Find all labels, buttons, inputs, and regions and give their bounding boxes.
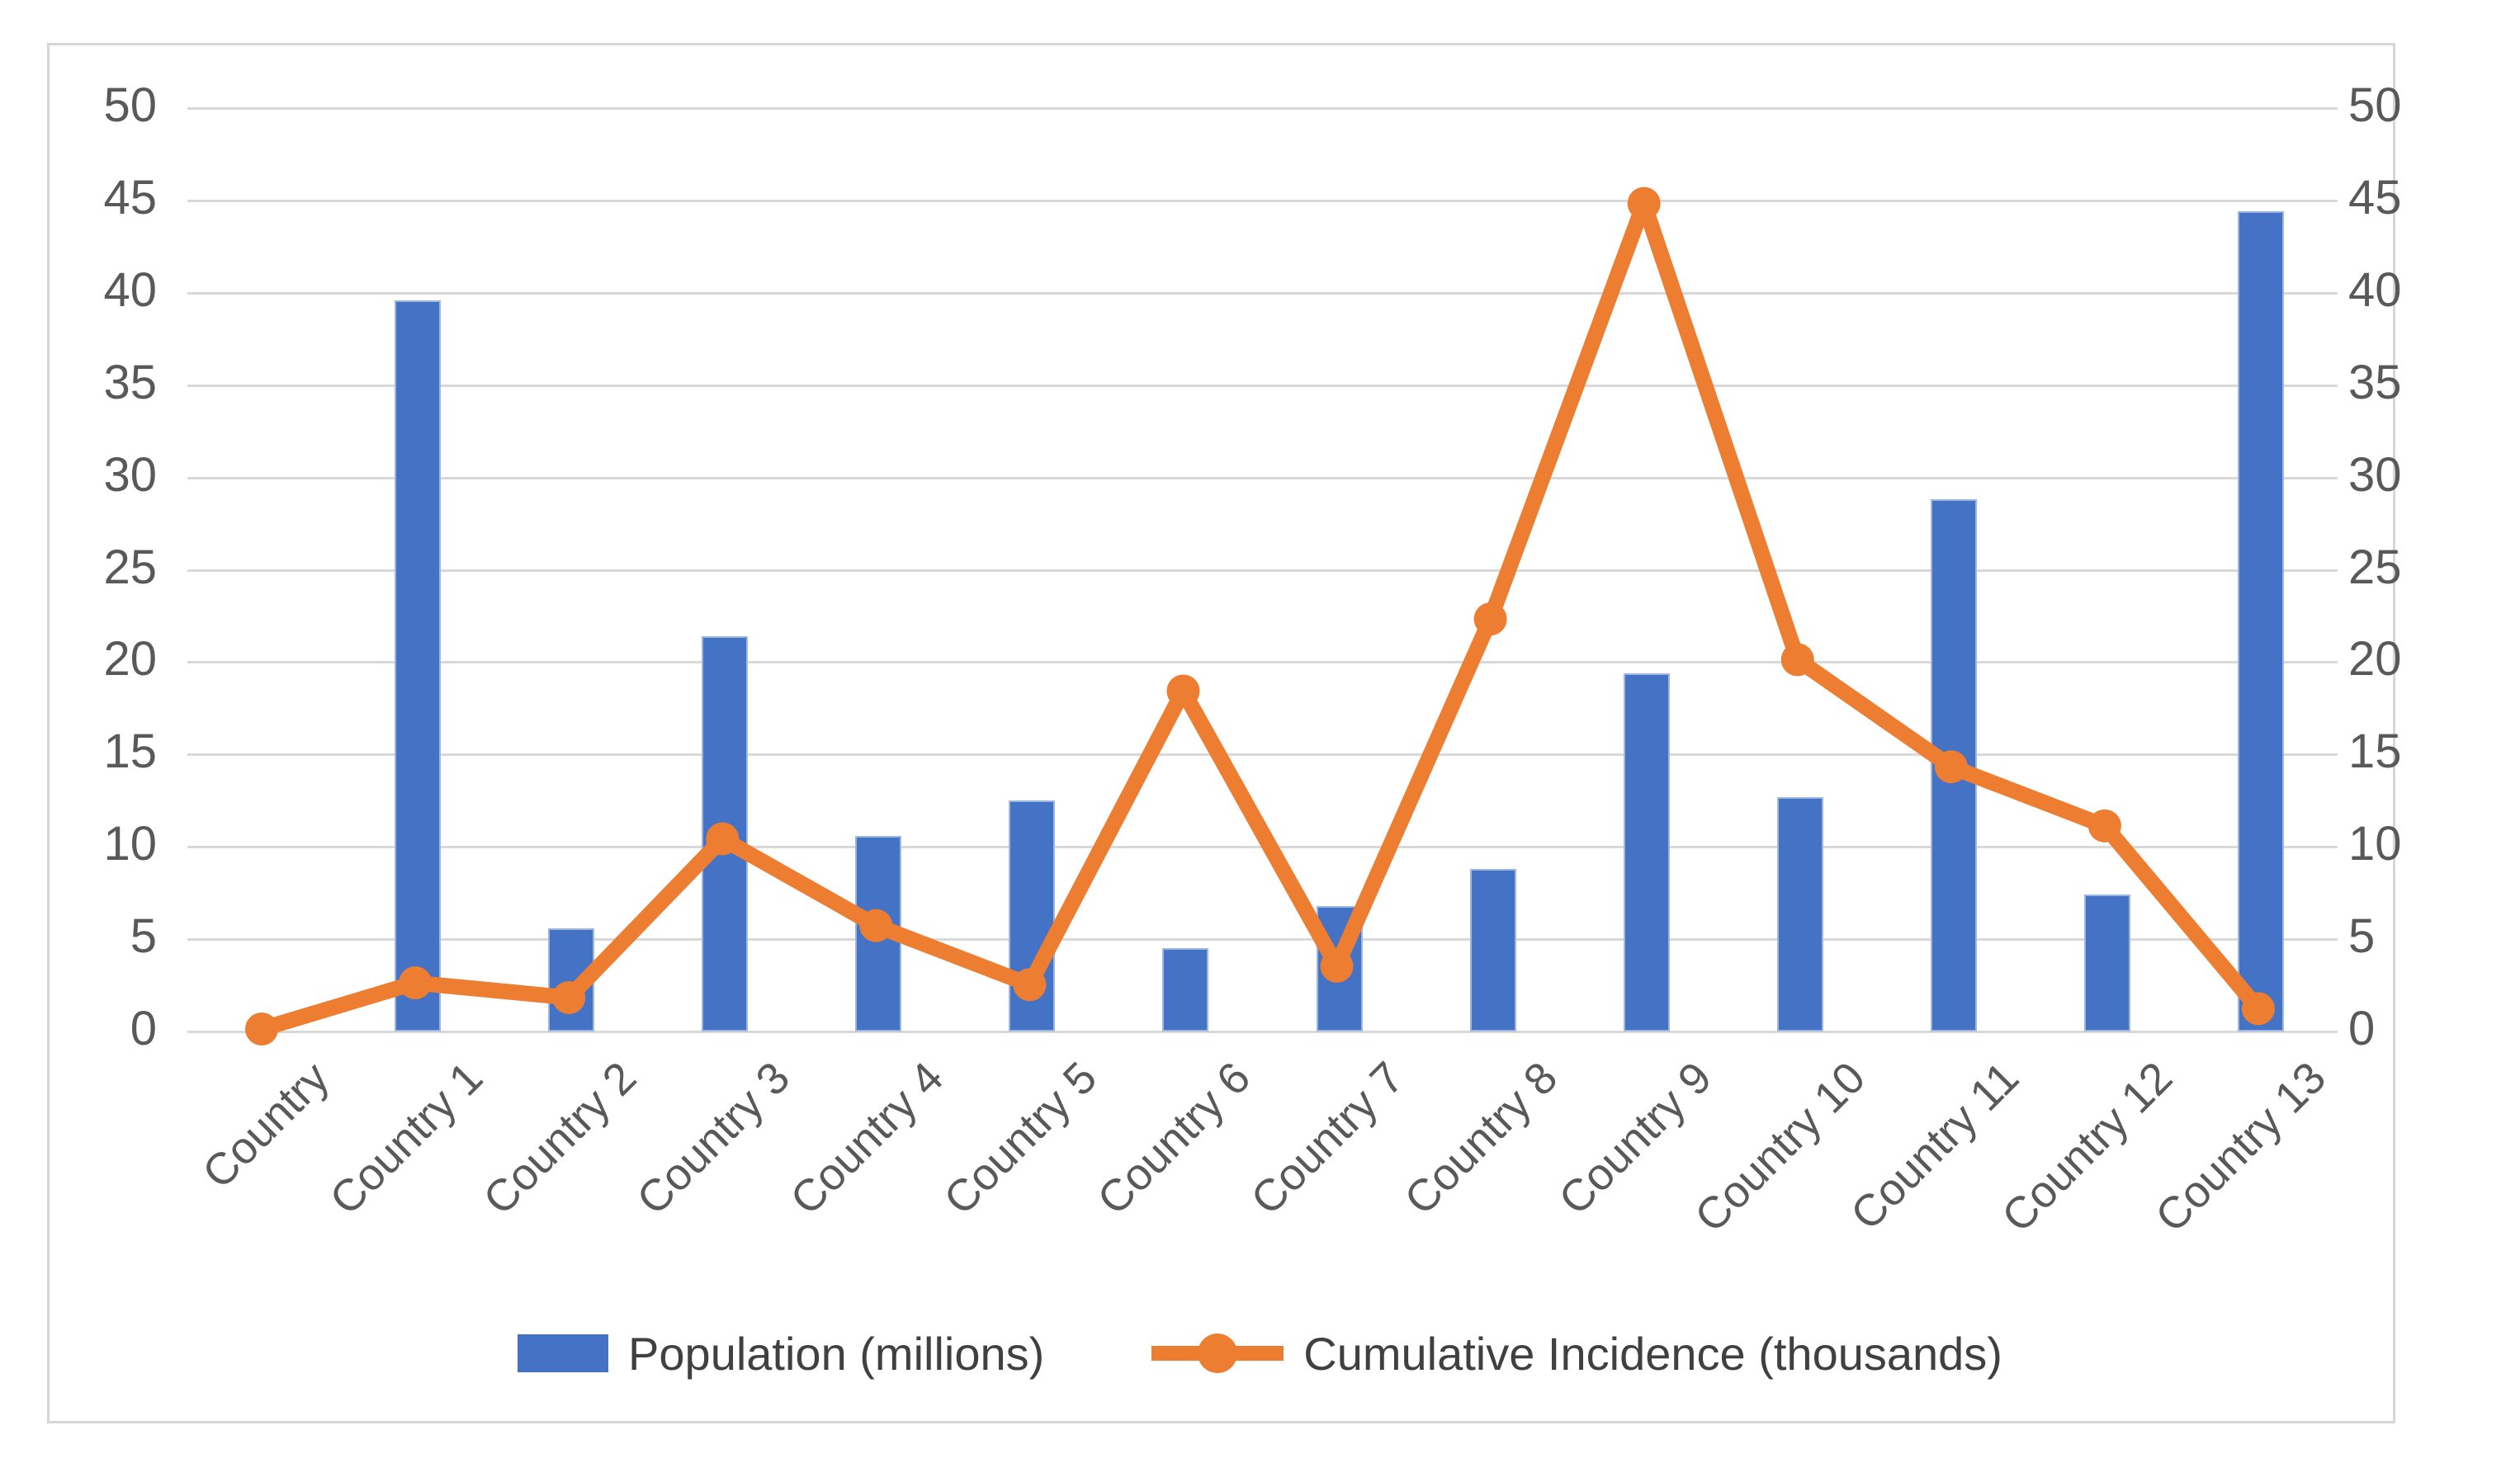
y-axis-right-tick: 25 bbox=[2348, 540, 2402, 594]
gridline bbox=[187, 107, 2338, 110]
y-axis-left-tick: 20 bbox=[103, 632, 157, 687]
legend-label-population: Population (millions) bbox=[628, 1327, 1045, 1380]
y-axis-right-tick: 30 bbox=[2348, 447, 2402, 502]
y-axis-left-tick: 40 bbox=[103, 262, 157, 317]
bar-country-1 bbox=[395, 300, 442, 1031]
bar-country-6 bbox=[1162, 948, 1209, 1031]
y-axis-left-tick: 30 bbox=[103, 447, 157, 502]
gridline bbox=[187, 384, 2338, 387]
y-axis-right-tick: 35 bbox=[2348, 355, 2402, 409]
line-point-country-13 bbox=[2241, 992, 2275, 1026]
cumulative-incidence-line bbox=[253, 196, 2267, 1037]
bar-country-10 bbox=[1776, 796, 1823, 1031]
line-point-country-1 bbox=[399, 966, 433, 1000]
line-point-country-2 bbox=[552, 980, 586, 1014]
legend: Population (millions) Cumulative Inciden… bbox=[0, 1320, 2520, 1386]
y-axis-right-tick: 50 bbox=[2348, 78, 2402, 132]
bar-country-12 bbox=[2083, 894, 2130, 1031]
line-point-country-9 bbox=[1627, 186, 1661, 220]
y-axis-left-tick: 10 bbox=[103, 817, 157, 871]
line-point-country-3 bbox=[706, 822, 740, 856]
line-point-country-8 bbox=[1473, 602, 1507, 636]
line-point-country-7 bbox=[1320, 949, 1354, 983]
line-point-country-4 bbox=[859, 909, 893, 942]
y-axis-left-tick: 0 bbox=[130, 1002, 157, 1055]
bar-country-9 bbox=[1623, 673, 1670, 1031]
gridline bbox=[187, 753, 2338, 757]
y-axis-left-tick: 50 bbox=[103, 78, 157, 132]
cumulative-incidence-swatch-icon bbox=[1151, 1333, 1284, 1373]
legend-label-cumulative-incidence: Cumulative Incidence (thousands) bbox=[1303, 1327, 2002, 1380]
y-axis-left-tick: 35 bbox=[103, 355, 157, 409]
y-axis-right-tick: 10 bbox=[2348, 817, 2402, 871]
gridline bbox=[187, 476, 2338, 479]
y-axis-left-tick: 15 bbox=[103, 725, 157, 779]
bar-country-13 bbox=[2237, 211, 2284, 1031]
y-axis-left-tick: 5 bbox=[130, 909, 157, 964]
y-axis-right-tick: 0 bbox=[2348, 1002, 2376, 1055]
gridline bbox=[187, 569, 2338, 572]
legend-item-population: Population (millions) bbox=[518, 1327, 1044, 1381]
y-axis-right-tick: 5 bbox=[2348, 909, 2376, 964]
y-axis-right-tick: 20 bbox=[2348, 632, 2402, 687]
population-swatch-icon bbox=[518, 1334, 609, 1372]
y-axis-right-tick: 45 bbox=[2348, 170, 2402, 224]
line-point-country-11 bbox=[1934, 750, 1968, 784]
y-axis-left-tick: 45 bbox=[103, 170, 157, 224]
gridline bbox=[187, 199, 2338, 202]
bar-country-8 bbox=[1469, 869, 1516, 1031]
line-point-country-10 bbox=[1780, 643, 1814, 677]
y-axis-right-tick: 40 bbox=[2348, 262, 2402, 317]
gridline bbox=[187, 291, 2338, 295]
gridline bbox=[187, 938, 2338, 942]
gridline bbox=[187, 661, 2338, 664]
legend-item-cumulative-incidence: Cumulative Incidence (thousands) bbox=[1151, 1327, 2002, 1381]
line-point-country-5 bbox=[1013, 968, 1047, 1002]
y-axis-right-tick: 15 bbox=[2348, 725, 2402, 779]
line-point-country bbox=[245, 1012, 279, 1046]
y-axis-left-tick: 25 bbox=[103, 540, 157, 594]
line-point-country-6 bbox=[1166, 674, 1200, 708]
line-point-country-12 bbox=[2087, 809, 2121, 843]
gridline bbox=[187, 1031, 2338, 1033]
